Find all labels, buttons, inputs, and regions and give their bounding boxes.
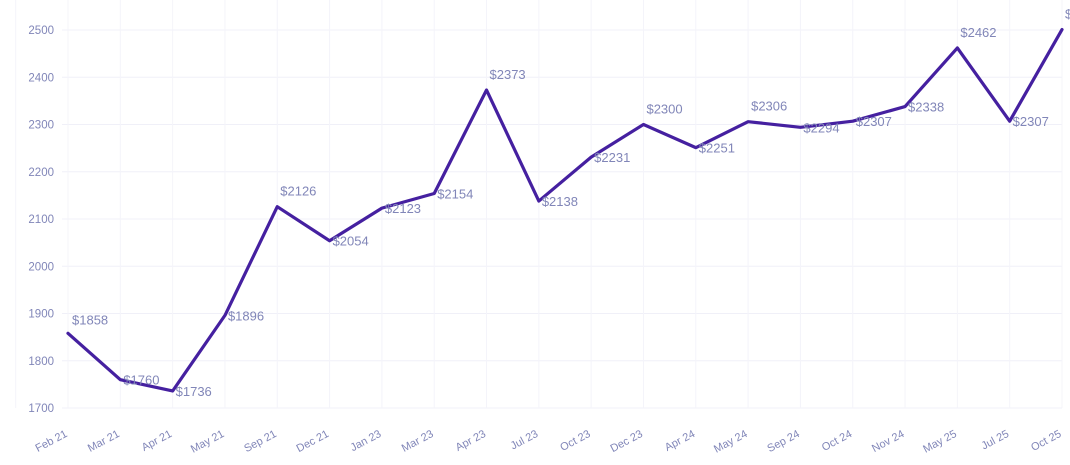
y-axis-tick-label: 2000 — [28, 261, 54, 273]
y-axis-tick-label: 2300 — [28, 120, 54, 132]
data-point-label: $2462 — [960, 25, 996, 40]
y-axis-tick-label: 1900 — [28, 309, 54, 321]
data-point-label: $2251 — [699, 141, 735, 156]
data-point-label: $2300 — [646, 102, 682, 117]
data-point-label: $2138 — [542, 194, 578, 209]
data-point-label: $2054 — [333, 234, 369, 249]
x-axis-tick-label: Apr 21 — [140, 428, 174, 454]
y-axis-tick-label: 1800 — [28, 356, 54, 368]
y-axis-tick-label: 2400 — [28, 72, 54, 84]
data-point-label: $1858 — [72, 312, 108, 327]
x-axis-tick-label: Sep 21 — [242, 428, 278, 455]
vertical-gridlines — [15, 0, 1063, 408]
data-point-label: $2123 — [385, 201, 421, 216]
x-axis-tick-label: Apr 24 — [663, 428, 697, 454]
x-axis-tick-labels: Feb 21 Mar 21 Apr 21 May 21 Sep 21 Dec 21 Jan … — [34, 428, 1064, 456]
x-axis-tick-label: Dec 21 — [295, 428, 331, 455]
y-axis-tick-label: 1700 — [28, 403, 54, 415]
data-point-label: $2501 — [1065, 7, 1070, 22]
data-point-label: $1896 — [228, 308, 264, 323]
data-series-line — [66, 27, 1064, 393]
x-axis-tick-label: Sep 24 — [765, 428, 801, 455]
x-axis-tick-label: May 21 — [189, 428, 226, 456]
data-point-label: $1736 — [176, 384, 212, 399]
data-point-label: $2231 — [594, 150, 630, 165]
x-axis-tick-label: Apr 23 — [454, 428, 488, 454]
data-point-label: $2306 — [751, 99, 787, 114]
data-point-label: $2307 — [1013, 114, 1049, 129]
data-point-label: $2154 — [437, 186, 473, 201]
x-axis-tick-label: Nov 24 — [870, 428, 906, 455]
data-point-labels: $1858 $1760 $1736 $1896 $2126 $2054 $2123 $2154… — [72, 7, 1070, 399]
x-axis-tick-label: Feb 21 — [34, 428, 70, 455]
x-axis-tick-label: May 24 — [712, 428, 749, 456]
x-axis-tick-label: Mar 23 — [400, 428, 436, 455]
y-axis-tick-label: 2100 — [28, 214, 54, 226]
y-axis-tick-labels: 1700 1800 1900 2000 2100 2200 2300 2400 2500 — [28, 25, 54, 415]
horizontal-gridlines — [62, 29, 1062, 409]
data-point-label: $2307 — [856, 114, 892, 129]
x-axis-tick-label: Jul 25 — [980, 428, 1012, 452]
x-axis-tick-label: Mar 21 — [86, 428, 122, 455]
x-axis-tick-label: Jul 23 — [509, 428, 541, 452]
data-point-label: $2294 — [803, 120, 839, 135]
series-polyline — [66, 27, 1064, 393]
data-point-label: $1760 — [123, 373, 159, 388]
data-point-label: $2126 — [280, 184, 316, 199]
y-axis-tick-label: 2200 — [28, 167, 54, 179]
x-axis-tick-label: May 25 — [921, 428, 958, 456]
x-axis-tick-label: Oct 25 — [1029, 428, 1063, 454]
data-point-label: $2373 — [490, 67, 526, 82]
x-axis-tick-label: Oct 23 — [558, 428, 592, 454]
x-axis-tick-label: Oct 24 — [820, 428, 854, 454]
x-axis-tick-label: Dec 23 — [608, 428, 644, 455]
data-point-label: $2338 — [908, 100, 944, 115]
x-axis-tick-label: Jan 23 — [349, 428, 384, 454]
y-axis-tick-label: 2500 — [28, 25, 54, 37]
